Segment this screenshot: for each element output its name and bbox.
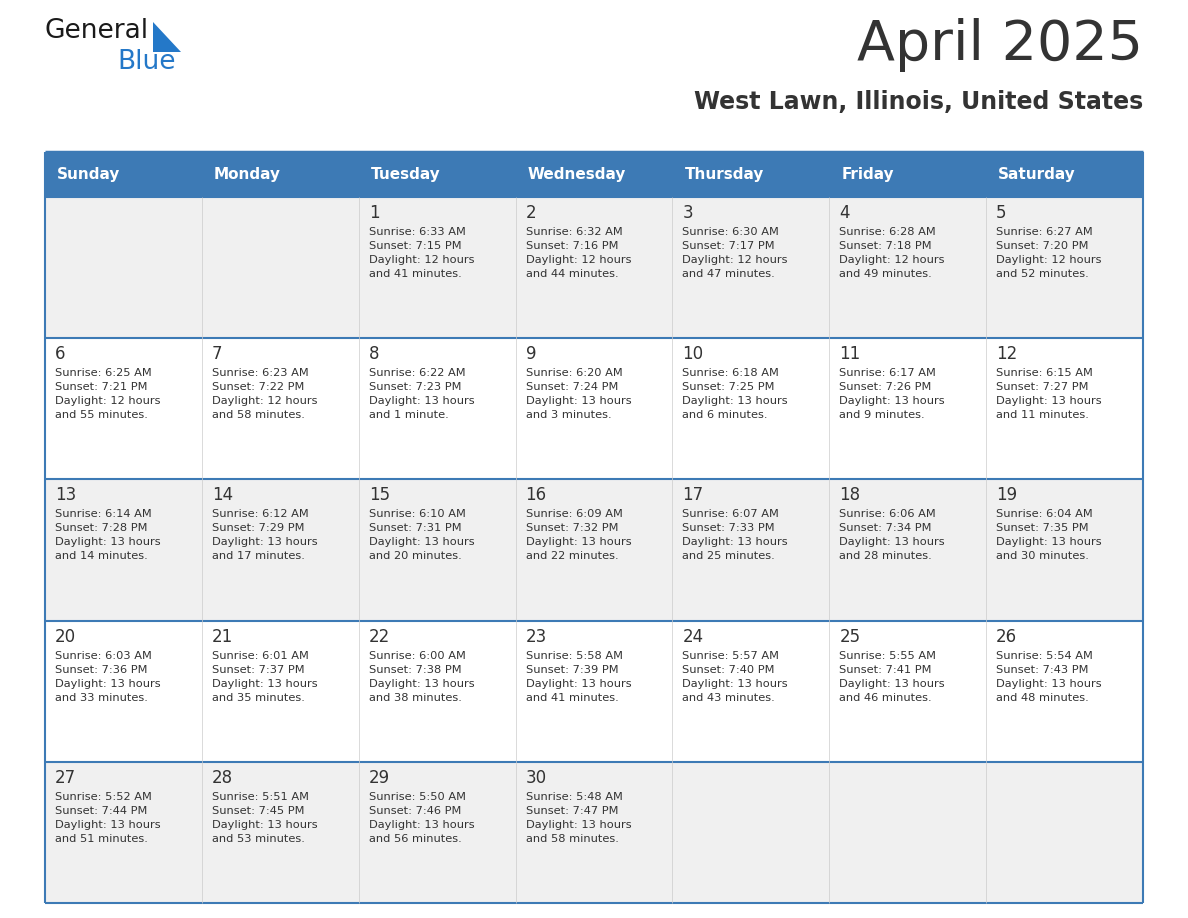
Polygon shape xyxy=(153,22,181,52)
Text: 2: 2 xyxy=(525,204,536,222)
Text: Sunrise: 6:12 AM
Sunset: 7:29 PM
Daylight: 13 hours
and 17 minutes.: Sunrise: 6:12 AM Sunset: 7:29 PM Dayligh… xyxy=(211,509,317,562)
Text: Sunrise: 6:10 AM
Sunset: 7:31 PM
Daylight: 13 hours
and 20 minutes.: Sunrise: 6:10 AM Sunset: 7:31 PM Dayligh… xyxy=(368,509,474,562)
Text: Sunrise: 5:57 AM
Sunset: 7:40 PM
Daylight: 13 hours
and 43 minutes.: Sunrise: 5:57 AM Sunset: 7:40 PM Dayligh… xyxy=(682,651,788,702)
Text: 5: 5 xyxy=(997,204,1006,222)
Text: 7: 7 xyxy=(211,345,222,364)
Text: Sunrise: 6:18 AM
Sunset: 7:25 PM
Daylight: 13 hours
and 6 minutes.: Sunrise: 6:18 AM Sunset: 7:25 PM Dayligh… xyxy=(682,368,788,420)
Bar xyxy=(672,152,829,197)
Text: 13: 13 xyxy=(55,487,76,504)
Text: Sunrise: 6:17 AM
Sunset: 7:26 PM
Daylight: 13 hours
and 9 minutes.: Sunrise: 6:17 AM Sunset: 7:26 PM Dayligh… xyxy=(839,368,944,420)
Text: Sunrise: 6:25 AM
Sunset: 7:21 PM
Daylight: 12 hours
and 55 minutes.: Sunrise: 6:25 AM Sunset: 7:21 PM Dayligh… xyxy=(55,368,160,420)
Text: 24: 24 xyxy=(682,628,703,645)
Text: 16: 16 xyxy=(525,487,546,504)
Bar xyxy=(516,152,672,197)
Text: 12: 12 xyxy=(997,345,1017,364)
Text: Thursday: Thursday xyxy=(684,167,764,182)
Text: Sunrise: 6:14 AM
Sunset: 7:28 PM
Daylight: 13 hours
and 14 minutes.: Sunrise: 6:14 AM Sunset: 7:28 PM Dayligh… xyxy=(55,509,160,562)
Text: Sunrise: 6:32 AM
Sunset: 7:16 PM
Daylight: 12 hours
and 44 minutes.: Sunrise: 6:32 AM Sunset: 7:16 PM Dayligh… xyxy=(525,227,631,279)
Text: 8: 8 xyxy=(368,345,379,364)
Bar xyxy=(45,152,202,197)
Text: Sunrise: 5:50 AM
Sunset: 7:46 PM
Daylight: 13 hours
and 56 minutes.: Sunrise: 5:50 AM Sunset: 7:46 PM Dayligh… xyxy=(368,792,474,844)
Text: Sunrise: 5:52 AM
Sunset: 7:44 PM
Daylight: 13 hours
and 51 minutes.: Sunrise: 5:52 AM Sunset: 7:44 PM Dayligh… xyxy=(55,792,160,844)
Text: 30: 30 xyxy=(525,768,546,787)
Text: 9: 9 xyxy=(525,345,536,364)
Text: 6: 6 xyxy=(55,345,65,364)
Bar xyxy=(202,152,359,197)
Text: Sunrise: 6:04 AM
Sunset: 7:35 PM
Daylight: 13 hours
and 30 minutes.: Sunrise: 6:04 AM Sunset: 7:35 PM Dayligh… xyxy=(997,509,1101,562)
Text: 26: 26 xyxy=(997,628,1017,645)
Text: Sunrise: 5:48 AM
Sunset: 7:47 PM
Daylight: 13 hours
and 58 minutes.: Sunrise: 5:48 AM Sunset: 7:47 PM Dayligh… xyxy=(525,792,631,844)
Text: Sunrise: 6:22 AM
Sunset: 7:23 PM
Daylight: 13 hours
and 1 minute.: Sunrise: 6:22 AM Sunset: 7:23 PM Dayligh… xyxy=(368,368,474,420)
Bar xyxy=(45,479,1143,621)
Text: 20: 20 xyxy=(55,628,76,645)
Bar xyxy=(986,152,1143,197)
Text: Sunrise: 6:03 AM
Sunset: 7:36 PM
Daylight: 13 hours
and 33 minutes.: Sunrise: 6:03 AM Sunset: 7:36 PM Dayligh… xyxy=(55,651,160,702)
Bar xyxy=(45,762,1143,903)
Text: Friday: Friday xyxy=(841,167,893,182)
Text: 15: 15 xyxy=(368,487,390,504)
Text: Sunrise: 5:51 AM
Sunset: 7:45 PM
Daylight: 13 hours
and 53 minutes.: Sunrise: 5:51 AM Sunset: 7:45 PM Dayligh… xyxy=(211,792,317,844)
Text: 14: 14 xyxy=(211,487,233,504)
Text: West Lawn, Illinois, United States: West Lawn, Illinois, United States xyxy=(694,90,1143,114)
Text: Sunrise: 6:23 AM
Sunset: 7:22 PM
Daylight: 12 hours
and 58 minutes.: Sunrise: 6:23 AM Sunset: 7:22 PM Dayligh… xyxy=(211,368,317,420)
Text: 17: 17 xyxy=(682,487,703,504)
Text: 11: 11 xyxy=(839,345,860,364)
Text: 21: 21 xyxy=(211,628,233,645)
Text: 23: 23 xyxy=(525,628,546,645)
Text: Monday: Monday xyxy=(214,167,280,182)
Text: 25: 25 xyxy=(839,628,860,645)
Text: 28: 28 xyxy=(211,768,233,787)
Text: General: General xyxy=(45,18,150,44)
Text: Sunrise: 6:06 AM
Sunset: 7:34 PM
Daylight: 13 hours
and 28 minutes.: Sunrise: 6:06 AM Sunset: 7:34 PM Dayligh… xyxy=(839,509,944,562)
Text: Wednesday: Wednesday xyxy=(527,167,626,182)
Text: April 2025: April 2025 xyxy=(857,18,1143,72)
Text: Blue: Blue xyxy=(116,49,176,75)
Text: 18: 18 xyxy=(839,487,860,504)
Text: 4: 4 xyxy=(839,204,849,222)
Text: 29: 29 xyxy=(368,768,390,787)
Text: Sunrise: 6:33 AM
Sunset: 7:15 PM
Daylight: 12 hours
and 41 minutes.: Sunrise: 6:33 AM Sunset: 7:15 PM Dayligh… xyxy=(368,227,474,279)
Text: Sunrise: 5:58 AM
Sunset: 7:39 PM
Daylight: 13 hours
and 41 minutes.: Sunrise: 5:58 AM Sunset: 7:39 PM Dayligh… xyxy=(525,651,631,702)
Text: 19: 19 xyxy=(997,487,1017,504)
Text: Sunrise: 6:27 AM
Sunset: 7:20 PM
Daylight: 12 hours
and 52 minutes.: Sunrise: 6:27 AM Sunset: 7:20 PM Dayligh… xyxy=(997,227,1101,279)
Text: Sunrise: 6:28 AM
Sunset: 7:18 PM
Daylight: 12 hours
and 49 minutes.: Sunrise: 6:28 AM Sunset: 7:18 PM Dayligh… xyxy=(839,227,944,279)
Bar xyxy=(829,152,986,197)
Text: Sunrise: 5:54 AM
Sunset: 7:43 PM
Daylight: 13 hours
and 48 minutes.: Sunrise: 5:54 AM Sunset: 7:43 PM Dayligh… xyxy=(997,651,1101,702)
Text: Sunrise: 5:55 AM
Sunset: 7:41 PM
Daylight: 13 hours
and 46 minutes.: Sunrise: 5:55 AM Sunset: 7:41 PM Dayligh… xyxy=(839,651,944,702)
Text: Sunrise: 6:07 AM
Sunset: 7:33 PM
Daylight: 13 hours
and 25 minutes.: Sunrise: 6:07 AM Sunset: 7:33 PM Dayligh… xyxy=(682,509,788,562)
Text: 27: 27 xyxy=(55,768,76,787)
Text: 3: 3 xyxy=(682,204,693,222)
Text: 10: 10 xyxy=(682,345,703,364)
Bar xyxy=(45,338,1143,479)
Text: Saturday: Saturday xyxy=(998,167,1076,182)
Text: Sunrise: 6:09 AM
Sunset: 7:32 PM
Daylight: 13 hours
and 22 minutes.: Sunrise: 6:09 AM Sunset: 7:32 PM Dayligh… xyxy=(525,509,631,562)
Text: Tuesday: Tuesday xyxy=(371,167,441,182)
Text: Sunday: Sunday xyxy=(57,167,120,182)
Bar xyxy=(359,152,516,197)
Bar xyxy=(45,197,1143,338)
Text: Sunrise: 6:01 AM
Sunset: 7:37 PM
Daylight: 13 hours
and 35 minutes.: Sunrise: 6:01 AM Sunset: 7:37 PM Dayligh… xyxy=(211,651,317,702)
Bar xyxy=(45,621,1143,762)
Text: Sunrise: 6:00 AM
Sunset: 7:38 PM
Daylight: 13 hours
and 38 minutes.: Sunrise: 6:00 AM Sunset: 7:38 PM Dayligh… xyxy=(368,651,474,702)
Text: 22: 22 xyxy=(368,628,390,645)
Text: Sunrise: 6:15 AM
Sunset: 7:27 PM
Daylight: 13 hours
and 11 minutes.: Sunrise: 6:15 AM Sunset: 7:27 PM Dayligh… xyxy=(997,368,1101,420)
Text: 1: 1 xyxy=(368,204,379,222)
Text: Sunrise: 6:20 AM
Sunset: 7:24 PM
Daylight: 13 hours
and 3 minutes.: Sunrise: 6:20 AM Sunset: 7:24 PM Dayligh… xyxy=(525,368,631,420)
Text: Sunrise: 6:30 AM
Sunset: 7:17 PM
Daylight: 12 hours
and 47 minutes.: Sunrise: 6:30 AM Sunset: 7:17 PM Dayligh… xyxy=(682,227,788,279)
